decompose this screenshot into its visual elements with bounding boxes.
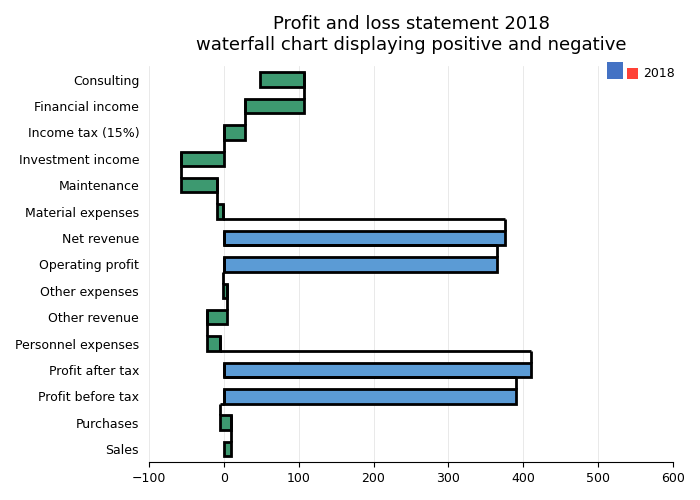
- Bar: [224, 362, 531, 377]
- Bar: [217, 204, 223, 219]
- Bar: [225, 125, 246, 140]
- Bar: [224, 442, 231, 456]
- Bar: [206, 310, 228, 324]
- Bar: [224, 257, 497, 272]
- Bar: [206, 336, 220, 351]
- Bar: [260, 72, 304, 87]
- Bar: [181, 178, 217, 192]
- Bar: [224, 230, 505, 245]
- Bar: [223, 284, 228, 298]
- Bar: [246, 99, 304, 114]
- Bar: [220, 416, 231, 430]
- Bar: [224, 389, 516, 404]
- Title: Profit and loss statement 2018
waterfall chart displaying positive and negative: Profit and loss statement 2018 waterfall…: [196, 15, 626, 54]
- Bar: [181, 152, 225, 166]
- Legend: , 2018: , 2018: [604, 65, 678, 83]
